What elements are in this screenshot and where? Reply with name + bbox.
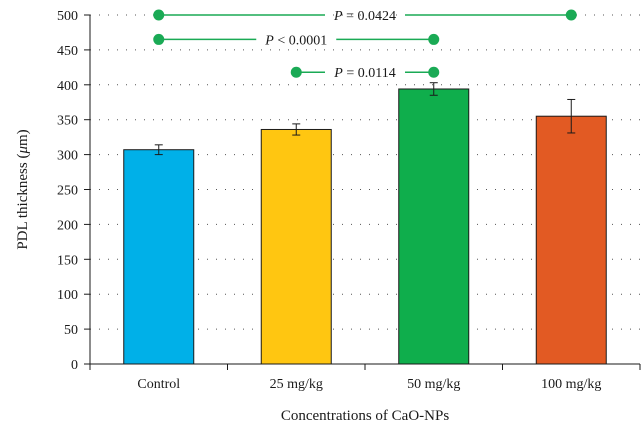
y-axis-title: PDL thickness (μm) (15, 129, 31, 249)
comparison-endpoint (428, 66, 440, 78)
x-tick-label: 25 mg/kg (270, 377, 323, 392)
bars (123, 82, 607, 365)
y-tick-label: 450 (57, 44, 78, 59)
comparison-endpoint (290, 66, 302, 78)
y-axis-ticks: 0 50 100 150 200 250 300 350 400 450 500 (57, 9, 90, 373)
p-value-label: P < 0.0001 (264, 33, 327, 48)
y-axis-title-main: PDL thickness ( (15, 154, 31, 250)
y-tick-label: 50 (64, 323, 78, 338)
p-value-label: P = 0.0114 (333, 66, 395, 81)
y-tick-label: 0 (71, 358, 78, 373)
y-tick-label: 200 (57, 218, 78, 233)
x-tick-label: 100 mg/kg (541, 377, 601, 392)
x-tick-label: 50 mg/kg (407, 377, 460, 392)
y-tick-label: 500 (57, 9, 78, 24)
x-axis-ticks: Control 25 mg/kg 50 mg/kg 100 mg/kg (89, 364, 641, 392)
p-value-label: P = 0.0424 (333, 9, 396, 24)
y-tick-label: 250 (57, 184, 78, 199)
bar (260, 128, 332, 365)
bar (123, 149, 195, 365)
comparison-endpoint (428, 33, 440, 45)
comparison-endpoint (153, 33, 165, 45)
y-tick-label: 300 (57, 149, 78, 164)
y-tick-label: 150 (57, 253, 78, 268)
y-tick-label: 400 (57, 79, 78, 94)
y-axis-title-unit: m) (15, 129, 31, 146)
x-axis-title: Concentrations of CaO-NPs (281, 408, 449, 424)
y-tick-label: 100 (57, 288, 78, 303)
y-tick-label: 350 (57, 114, 78, 129)
bar (398, 88, 470, 365)
comparison-endpoint (565, 9, 577, 21)
x-tick-label: Control (137, 377, 180, 392)
y-axis-title-mu: μ (15, 146, 31, 155)
comparison-endpoint (153, 9, 165, 21)
bar (535, 115, 607, 365)
significance-comparisons: P = 0.0424 P < 0.0001 P = 0.0114 (153, 9, 577, 81)
